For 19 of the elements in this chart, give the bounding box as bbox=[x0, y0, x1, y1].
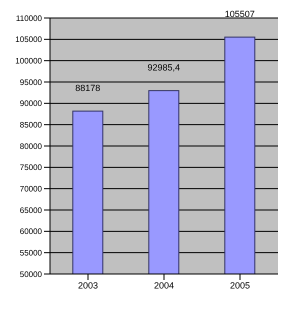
y-tick-label: 55000 bbox=[20, 248, 43, 258]
y-tick-label: 50000 bbox=[20, 270, 43, 279]
y-tick-label: 100000 bbox=[15, 56, 43, 66]
y-tick-label: 105000 bbox=[15, 35, 43, 44]
y-tick-label: 60000 bbox=[20, 227, 43, 236]
y-tick-label: 110000 bbox=[16, 14, 43, 23]
y-tick-label: 70000 bbox=[20, 184, 43, 194]
y-tick-label: 65000 bbox=[20, 206, 43, 215]
y-tick-label: 80000 bbox=[20, 142, 43, 151]
y-tick-label: 95000 bbox=[20, 78, 43, 87]
y-tick-label: 85000 bbox=[20, 120, 43, 130]
x-tick-label: 2004 bbox=[154, 280, 174, 290]
x-tick-label: 2003 bbox=[78, 280, 98, 290]
data-label: 92985,4 bbox=[148, 62, 180, 73]
y-tick-label: 75000 bbox=[20, 163, 43, 172]
data-label: 105507 bbox=[224, 9, 255, 20]
x-tick-label: 2005 bbox=[230, 280, 250, 290]
data-label: 88178 bbox=[75, 83, 100, 94]
y-tick-label: 90000 bbox=[20, 99, 43, 108]
